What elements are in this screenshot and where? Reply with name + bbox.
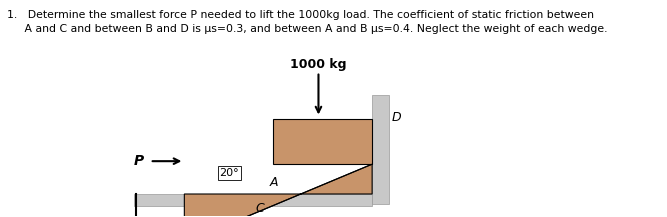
Text: 1.   Determine the smallest force P needed to lift the 1000kg load. The coeffici: 1. Determine the smallest force P needed… [7,10,594,20]
Text: B: B [317,136,326,149]
Bar [372,95,390,204]
Text: P: P [133,154,143,168]
Bar [273,119,372,164]
Text: D: D [392,111,402,124]
Text: 20°: 20° [219,168,239,178]
Text: A and C and between B and D is μs=0.3, and between A and B μs=0.4. Neglect the w: A and C and between B and D is μs=0.3, a… [7,24,608,34]
Text: 1000 kg: 1000 kg [290,58,347,71]
Text: C: C [255,202,264,215]
Polygon shape [184,164,372,217]
Bar [134,194,372,206]
Text: A: A [270,176,279,189]
